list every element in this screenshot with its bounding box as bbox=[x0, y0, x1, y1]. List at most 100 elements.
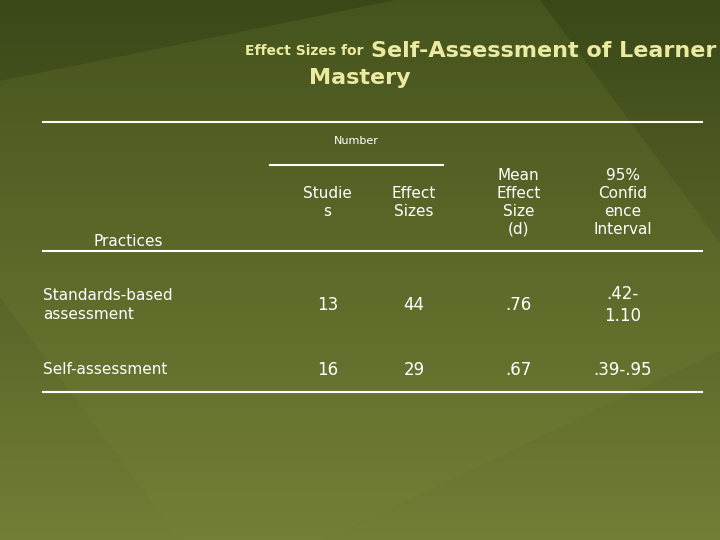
Text: Mean
Effect
Size
(d): Mean Effect Size (d) bbox=[496, 168, 541, 237]
Bar bbox=[0, 472, 720, 475]
Bar bbox=[0, 426, 720, 428]
Bar bbox=[0, 177, 720, 179]
Bar bbox=[0, 33, 720, 36]
Bar bbox=[0, 141, 720, 144]
Bar bbox=[0, 479, 720, 481]
Bar bbox=[0, 163, 720, 165]
Bar bbox=[0, 261, 720, 264]
Bar bbox=[0, 139, 720, 141]
Bar bbox=[0, 422, 720, 424]
Bar bbox=[0, 504, 720, 507]
Bar bbox=[0, 454, 720, 456]
Bar bbox=[0, 382, 720, 384]
Bar bbox=[0, 417, 720, 420]
Bar bbox=[0, 525, 720, 528]
Bar bbox=[0, 160, 720, 163]
Bar bbox=[0, 234, 720, 237]
Bar bbox=[0, 308, 720, 310]
Bar bbox=[0, 300, 720, 302]
Bar bbox=[0, 510, 720, 512]
Bar bbox=[0, 438, 720, 441]
Bar bbox=[0, 179, 720, 181]
Bar bbox=[0, 219, 720, 221]
Bar bbox=[0, 93, 720, 95]
Bar bbox=[0, 242, 720, 245]
Bar bbox=[0, 449, 720, 451]
Bar bbox=[0, 523, 720, 525]
Bar bbox=[0, 237, 720, 238]
Bar bbox=[0, 258, 720, 259]
Bar bbox=[0, 458, 720, 460]
Bar bbox=[0, 407, 720, 409]
Bar bbox=[0, 232, 720, 234]
Bar bbox=[0, 17, 720, 19]
Bar bbox=[0, 517, 720, 519]
Bar bbox=[0, 312, 720, 314]
Bar bbox=[0, 209, 720, 211]
Bar bbox=[0, 99, 720, 102]
Bar bbox=[0, 72, 720, 74]
Bar bbox=[0, 217, 720, 219]
Bar bbox=[0, 515, 720, 517]
Bar bbox=[0, 508, 720, 510]
Bar bbox=[0, 198, 720, 200]
Bar bbox=[0, 38, 720, 40]
Bar bbox=[0, 42, 720, 44]
Bar bbox=[0, 46, 720, 49]
Bar bbox=[0, 249, 720, 251]
Bar bbox=[0, 238, 720, 240]
Bar bbox=[0, 321, 720, 323]
Text: .67: .67 bbox=[505, 361, 531, 379]
Bar bbox=[0, 91, 720, 93]
Bar bbox=[0, 266, 720, 268]
Bar bbox=[0, 323, 720, 325]
Bar bbox=[0, 285, 720, 287]
Bar bbox=[0, 377, 720, 380]
Bar bbox=[0, 390, 720, 393]
Bar bbox=[0, 348, 720, 350]
Bar bbox=[0, 116, 720, 118]
Bar bbox=[0, 521, 720, 523]
Bar bbox=[0, 386, 720, 388]
Bar bbox=[0, 95, 720, 97]
Bar bbox=[0, 213, 720, 215]
Bar bbox=[0, 380, 720, 382]
Bar bbox=[0, 289, 720, 291]
Bar bbox=[0, 57, 720, 59]
Bar bbox=[0, 175, 720, 177]
Bar bbox=[0, 167, 720, 168]
Text: .76: .76 bbox=[505, 296, 531, 314]
Bar bbox=[0, 331, 720, 333]
Bar bbox=[0, 49, 720, 51]
Bar bbox=[0, 536, 720, 538]
Bar bbox=[0, 531, 720, 534]
Bar bbox=[0, 28, 720, 30]
Bar bbox=[0, 394, 720, 396]
Bar bbox=[0, 359, 720, 361]
Bar bbox=[0, 282, 720, 285]
Bar bbox=[0, 512, 720, 515]
Bar bbox=[0, 361, 720, 363]
Bar bbox=[0, 259, 720, 261]
Bar bbox=[0, 420, 720, 422]
Text: Practices: Practices bbox=[94, 234, 163, 249]
Bar bbox=[0, 494, 720, 496]
Bar bbox=[0, 224, 720, 226]
Text: Effect
Sizes: Effect Sizes bbox=[392, 186, 436, 219]
Bar bbox=[0, 211, 720, 213]
Bar bbox=[0, 221, 720, 224]
Bar bbox=[0, 447, 720, 449]
Bar bbox=[0, 507, 720, 508]
Bar bbox=[0, 78, 720, 80]
Text: .42-
1.10: .42- 1.10 bbox=[604, 285, 642, 325]
Bar bbox=[0, 388, 720, 390]
Bar bbox=[0, 538, 720, 540]
Bar bbox=[0, 319, 720, 321]
Bar bbox=[0, 0, 720, 2]
Bar bbox=[0, 2, 720, 4]
Bar bbox=[0, 333, 720, 335]
Bar bbox=[0, 276, 720, 279]
Bar bbox=[0, 171, 720, 173]
Bar bbox=[0, 51, 720, 53]
Bar bbox=[0, 291, 720, 293]
